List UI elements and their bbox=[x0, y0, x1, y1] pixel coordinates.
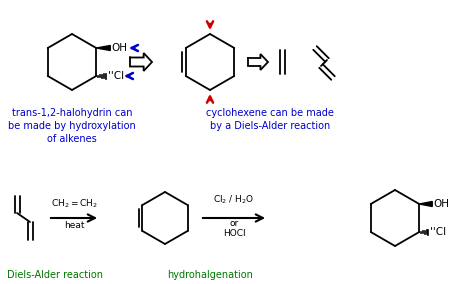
Polygon shape bbox=[419, 202, 432, 206]
Polygon shape bbox=[248, 54, 268, 70]
Text: ''Cl: ''Cl bbox=[430, 227, 446, 237]
Text: $\mathregular{Cl_2}$ / H$_2$O: $\mathregular{Cl_2}$ / H$_2$O bbox=[213, 193, 255, 206]
Text: cyclohexene can be made
by a Diels-Alder reaction: cyclohexene can be made by a Diels-Alder… bbox=[206, 108, 334, 131]
Text: ''Cl: ''Cl bbox=[108, 71, 125, 81]
Text: $\mathregular{CH_2{=}CH_2}$: $\mathregular{CH_2{=}CH_2}$ bbox=[50, 197, 98, 210]
Polygon shape bbox=[130, 53, 152, 71]
Text: or: or bbox=[229, 219, 238, 228]
Text: trans-1,2-halohydrin can
be made by hydroxylation
of alkenes: trans-1,2-halohydrin can be made by hydr… bbox=[8, 108, 136, 144]
Text: HOCl: HOCl bbox=[223, 229, 245, 238]
Text: Diels-Alder reaction: Diels-Alder reaction bbox=[7, 270, 103, 280]
Polygon shape bbox=[96, 45, 110, 51]
Text: OH: OH bbox=[111, 43, 127, 53]
Text: hydrohalgenation: hydrohalgenation bbox=[167, 270, 253, 280]
Text: heat: heat bbox=[64, 221, 84, 230]
Text: OH: OH bbox=[433, 199, 449, 209]
